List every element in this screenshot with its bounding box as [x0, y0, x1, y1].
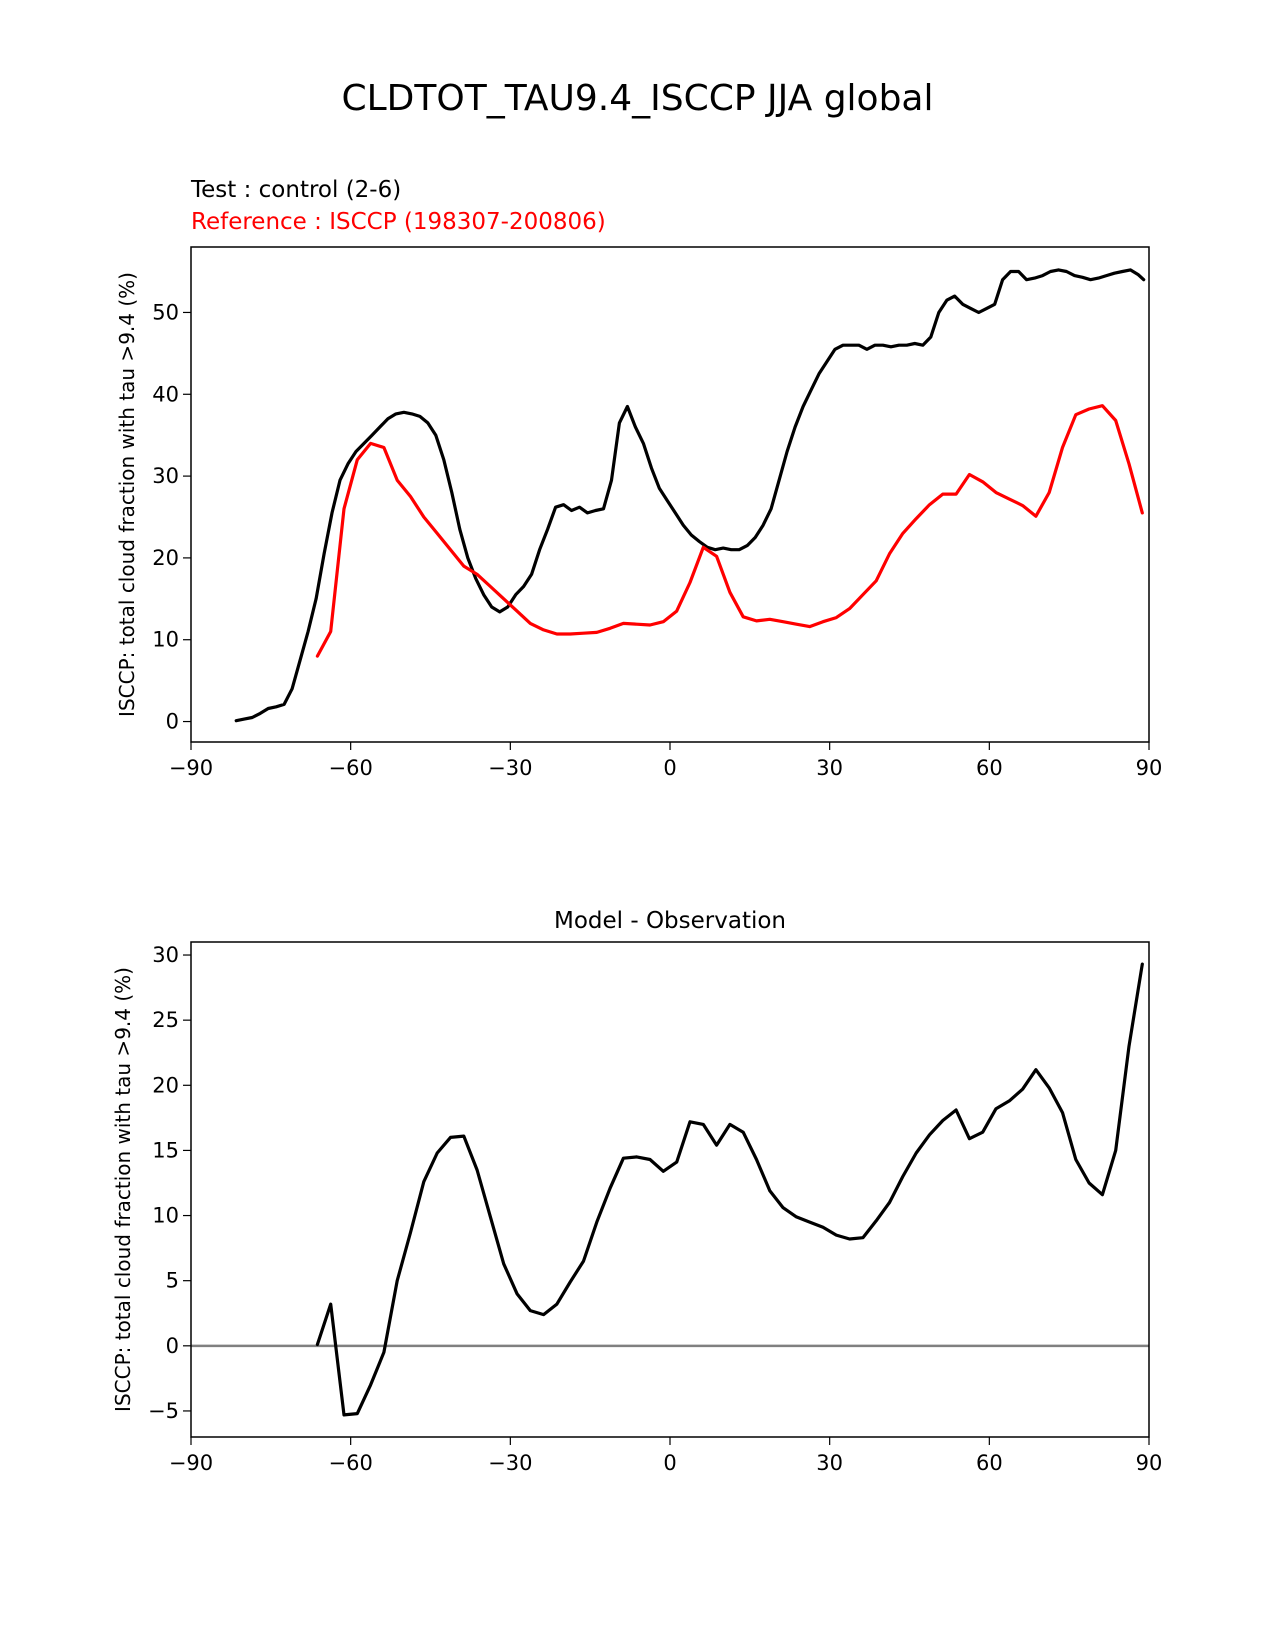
bottom-chart-y-tick-label: 0 — [166, 1334, 179, 1358]
bottom-chart-series — [191, 962, 1149, 1417]
bottom-chart-x-tick-label: 0 — [663, 1451, 676, 1475]
top-chart-reference-line — [315, 404, 1144, 658]
bottom-chart-frame — [190, 941, 1150, 1438]
bottom-chart-y-tick-label: 25 — [152, 1008, 179, 1032]
bottom-chart-x-tick-label: 60 — [976, 1451, 1003, 1475]
top-chart-y-tick-label: 0 — [166, 710, 179, 734]
top-chart-y-tick-label: 50 — [152, 300, 179, 324]
bottom-chart-y-tick-label: 5 — [166, 1269, 179, 1293]
bottom-chart-x-tick-label: −90 — [169, 1451, 213, 1475]
top-chart-panel: Test : control (2-6) Reference : ISCCP (… — [115, 177, 1162, 780]
top-chart-y-tick-label: 40 — [152, 382, 179, 406]
top-chart-frame — [190, 246, 1150, 743]
reference-label: Reference : ISCCP (198307-200806) — [191, 209, 606, 235]
top-chart-ticks: −90 −60 −30 0 30 60 90 0 10 20 30 40 50 — [152, 300, 1162, 780]
bottom-chart-difference-line — [315, 962, 1144, 1417]
bottom-chart-title: Model - Observation — [554, 908, 786, 934]
bottom-chart-x-tick-label: 30 — [816, 1451, 843, 1475]
bottom-chart-panel: Model - Observation −90 −60 −30 0 30 60 90 −5 0 5… — [111, 908, 1162, 1475]
bottom-chart-x-tick-label: −60 — [329, 1451, 373, 1475]
top-chart-x-tick-label: 30 — [816, 756, 843, 780]
bottom-chart-y-tick-label: −5 — [148, 1399, 179, 1423]
top-chart-ylabel: ISCCP: total cloud fraction with tau >9.… — [115, 272, 139, 717]
test-label: Test : control (2-6) — [190, 177, 401, 203]
bottom-chart-y-tick-label: 10 — [152, 1204, 179, 1228]
top-chart-y-tick-label: 30 — [152, 464, 179, 488]
top-chart-x-tick-label: 60 — [976, 756, 1003, 780]
bottom-chart-x-tick-label: −30 — [488, 1451, 532, 1475]
top-chart-test-line — [234, 268, 1146, 723]
top-chart-x-tick-label: −60 — [329, 756, 373, 780]
bottom-chart-x-tick-label: 90 — [1136, 1451, 1163, 1475]
bottom-chart-ticks: −90 −60 −30 0 30 60 90 −5 0 5 10 15 20 25 30 — [148, 943, 1162, 1475]
top-chart-y-tick-label: 20 — [152, 546, 179, 570]
top-chart-x-tick-label: 90 — [1136, 756, 1163, 780]
top-chart-x-tick-label: −30 — [488, 756, 532, 780]
top-chart-y-tick-label: 10 — [152, 628, 179, 652]
top-chart-series — [234, 268, 1146, 723]
bottom-chart-y-tick-label: 30 — [152, 943, 179, 967]
bottom-chart-y-tick-label: 15 — [152, 1138, 179, 1162]
top-chart-x-tick-label: −90 — [169, 756, 213, 780]
bottom-chart-ylabel: ISCCP: total cloud fraction with tau >9.… — [111, 967, 135, 1412]
figure-title: CLDTOT_TAU9.4_ISCCP JJA global — [341, 78, 933, 119]
top-chart-x-tick-label: 0 — [663, 756, 676, 780]
bottom-chart-y-tick-label: 20 — [152, 1073, 179, 1097]
